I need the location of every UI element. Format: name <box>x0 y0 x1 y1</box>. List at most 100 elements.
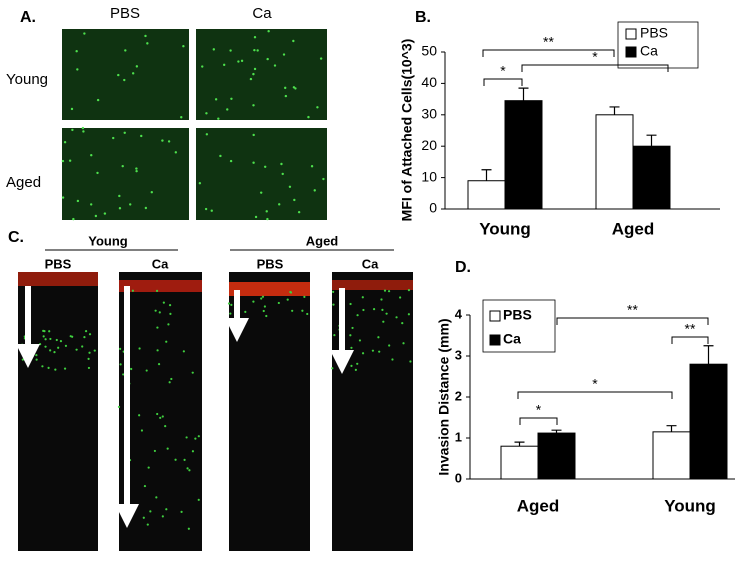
column-label: PBS <box>257 256 284 271</box>
cell <box>306 312 309 316</box>
cell <box>154 309 157 312</box>
cell <box>68 159 72 162</box>
cell <box>183 458 186 461</box>
cell <box>259 191 263 194</box>
cell <box>31 355 34 358</box>
group-label: Aged <box>306 233 339 248</box>
cell <box>47 366 50 369</box>
error-bar <box>646 134 657 147</box>
cell <box>182 45 185 48</box>
cell <box>291 309 294 312</box>
cell <box>361 296 364 299</box>
cell <box>94 214 98 218</box>
panel-label: A. <box>20 9 36 26</box>
cell <box>260 297 263 300</box>
cell <box>265 210 268 213</box>
cell <box>63 367 67 370</box>
cell <box>252 133 255 137</box>
cell <box>201 65 204 68</box>
cell <box>187 527 190 530</box>
cell <box>168 304 172 307</box>
cell <box>399 296 402 299</box>
error-bar <box>514 441 525 447</box>
cell <box>316 106 319 109</box>
cell <box>388 344 391 347</box>
cell <box>372 307 376 311</box>
cell <box>75 50 78 53</box>
cell <box>87 357 90 360</box>
error-bar <box>666 425 677 432</box>
cell <box>87 366 91 370</box>
cell <box>118 207 122 210</box>
cell <box>170 377 173 381</box>
y-tick-label: 0 <box>455 470 462 485</box>
cell <box>49 337 52 341</box>
cell <box>88 333 92 336</box>
column-label: Ca <box>152 256 169 271</box>
cell <box>297 210 301 214</box>
panel-label: C. <box>8 229 24 246</box>
cell <box>331 367 334 370</box>
cell <box>286 298 289 301</box>
legend-label: PBS <box>503 307 532 323</box>
legend-swatch <box>625 28 637 40</box>
cell <box>41 365 44 368</box>
cell <box>135 65 139 68</box>
micrographs <box>62 29 327 220</box>
cell <box>310 165 314 168</box>
cell <box>332 290 335 293</box>
cell <box>72 217 75 221</box>
cell <box>150 190 153 194</box>
cell <box>70 107 74 111</box>
cell <box>222 63 226 67</box>
cell <box>38 343 42 346</box>
bar <box>500 445 539 480</box>
cell <box>262 309 265 313</box>
cell <box>322 177 325 181</box>
cell <box>219 154 222 158</box>
cell <box>385 312 388 315</box>
significance-bracket <box>519 417 558 425</box>
cell <box>278 203 281 206</box>
y-tick-label: 50 <box>421 43 437 59</box>
cell <box>319 57 323 60</box>
legend-box <box>482 299 556 353</box>
cell <box>263 165 267 168</box>
cell <box>131 289 134 292</box>
cell <box>301 309 304 312</box>
cell <box>191 450 195 453</box>
cell <box>266 217 269 221</box>
image <box>229 272 310 551</box>
cell <box>59 340 63 343</box>
significance-bracket <box>483 78 523 86</box>
cell <box>237 60 240 63</box>
significance-bracket <box>521 64 669 72</box>
invasion-images <box>18 272 413 551</box>
cell <box>253 67 257 71</box>
cell <box>180 116 183 119</box>
cell <box>349 334 352 337</box>
cell <box>313 189 316 192</box>
cell <box>282 53 286 56</box>
cell <box>293 198 296 202</box>
cell <box>138 347 141 350</box>
cell <box>332 303 335 306</box>
cell <box>277 301 280 305</box>
cell <box>267 29 270 33</box>
image <box>119 272 202 551</box>
charts: B.MFI of Attached Cells(10^3) 01020304050… <box>399 9 735 515</box>
cell <box>90 154 93 157</box>
cell <box>42 335 45 338</box>
cell <box>252 104 255 107</box>
error-bar <box>481 169 492 181</box>
cell <box>83 336 86 339</box>
column-label: PBS <box>45 256 72 271</box>
legend-label: Ca <box>503 331 521 347</box>
cell <box>194 437 197 440</box>
cell <box>162 301 165 304</box>
cell <box>284 86 287 90</box>
cell <box>76 68 79 71</box>
cell <box>180 510 183 513</box>
cell <box>159 416 162 419</box>
gel-top <box>332 280 413 290</box>
